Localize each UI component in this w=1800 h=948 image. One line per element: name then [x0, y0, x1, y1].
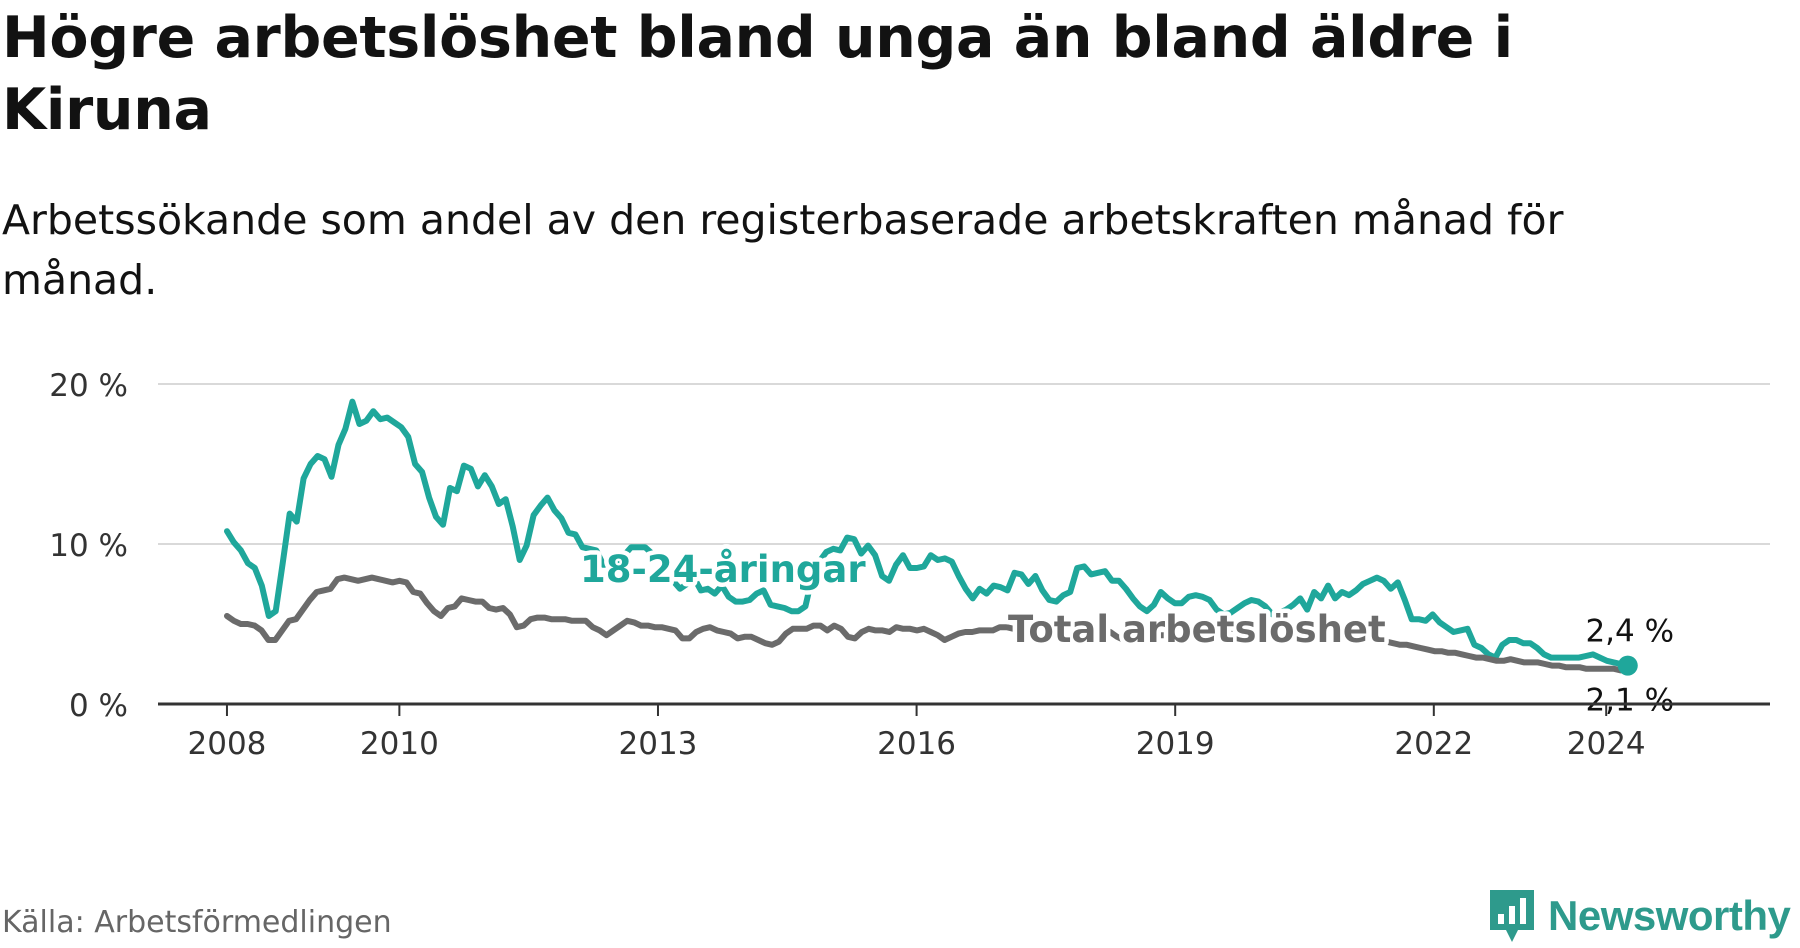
x-tick-label: 2019: [1136, 726, 1215, 762]
series-label-0: 18-24-åringar: [580, 548, 866, 591]
brand-logo[interactable]: Newsworthy: [1488, 888, 1791, 944]
series-end-marker: [1617, 655, 1638, 676]
x-tick-label: 2022: [1394, 726, 1473, 762]
x-tick-label: 2010: [360, 726, 439, 762]
series-label-halo: 18-24-åringar: [580, 548, 866, 591]
end-label-halo: 2,1 %: [1585, 682, 1674, 718]
x-tick-label: 2008: [188, 726, 267, 762]
series-label-halo: Total arbetslöshet: [1008, 608, 1386, 651]
y-tick-label: 0 %: [69, 688, 128, 724]
source-note: Källa: Arbetsförmedlingen: [2, 905, 392, 940]
x-tick-label: 2024: [1567, 726, 1646, 762]
series-lines: [224, 398, 1631, 674]
gridlines: [158, 383, 1770, 545]
chart-subtitle: Arbetssökande som andel av den registerb…: [2, 196, 1564, 304]
end-value-label-0: 2,4 %: [1585, 614, 1674, 650]
series-line-0: [224, 398, 1631, 669]
end-label-halo: 2,4 %: [1585, 614, 1674, 650]
y-tick-label: 10 %: [49, 528, 128, 564]
end-value-label-1: 2,1 %: [1585, 682, 1674, 718]
newsworthy-logo-icon: [1490, 890, 1534, 942]
brand-name: Newsworthy: [1548, 892, 1791, 939]
series-label-1: Total arbetslöshet: [1008, 608, 1386, 651]
x-tick-label: 2013: [619, 726, 698, 762]
axes: 0 % 10 % 20 % 2008 2010 2013 2016 2019 2022 2024: [49, 368, 1770, 762]
chart-title: Högre arbetslöshet bland unga än bland ä…: [2, 5, 1513, 143]
x-tick-label: 2016: [877, 726, 956, 762]
series-line-1: [224, 574, 1631, 674]
y-tick-label: 20 %: [49, 368, 128, 404]
